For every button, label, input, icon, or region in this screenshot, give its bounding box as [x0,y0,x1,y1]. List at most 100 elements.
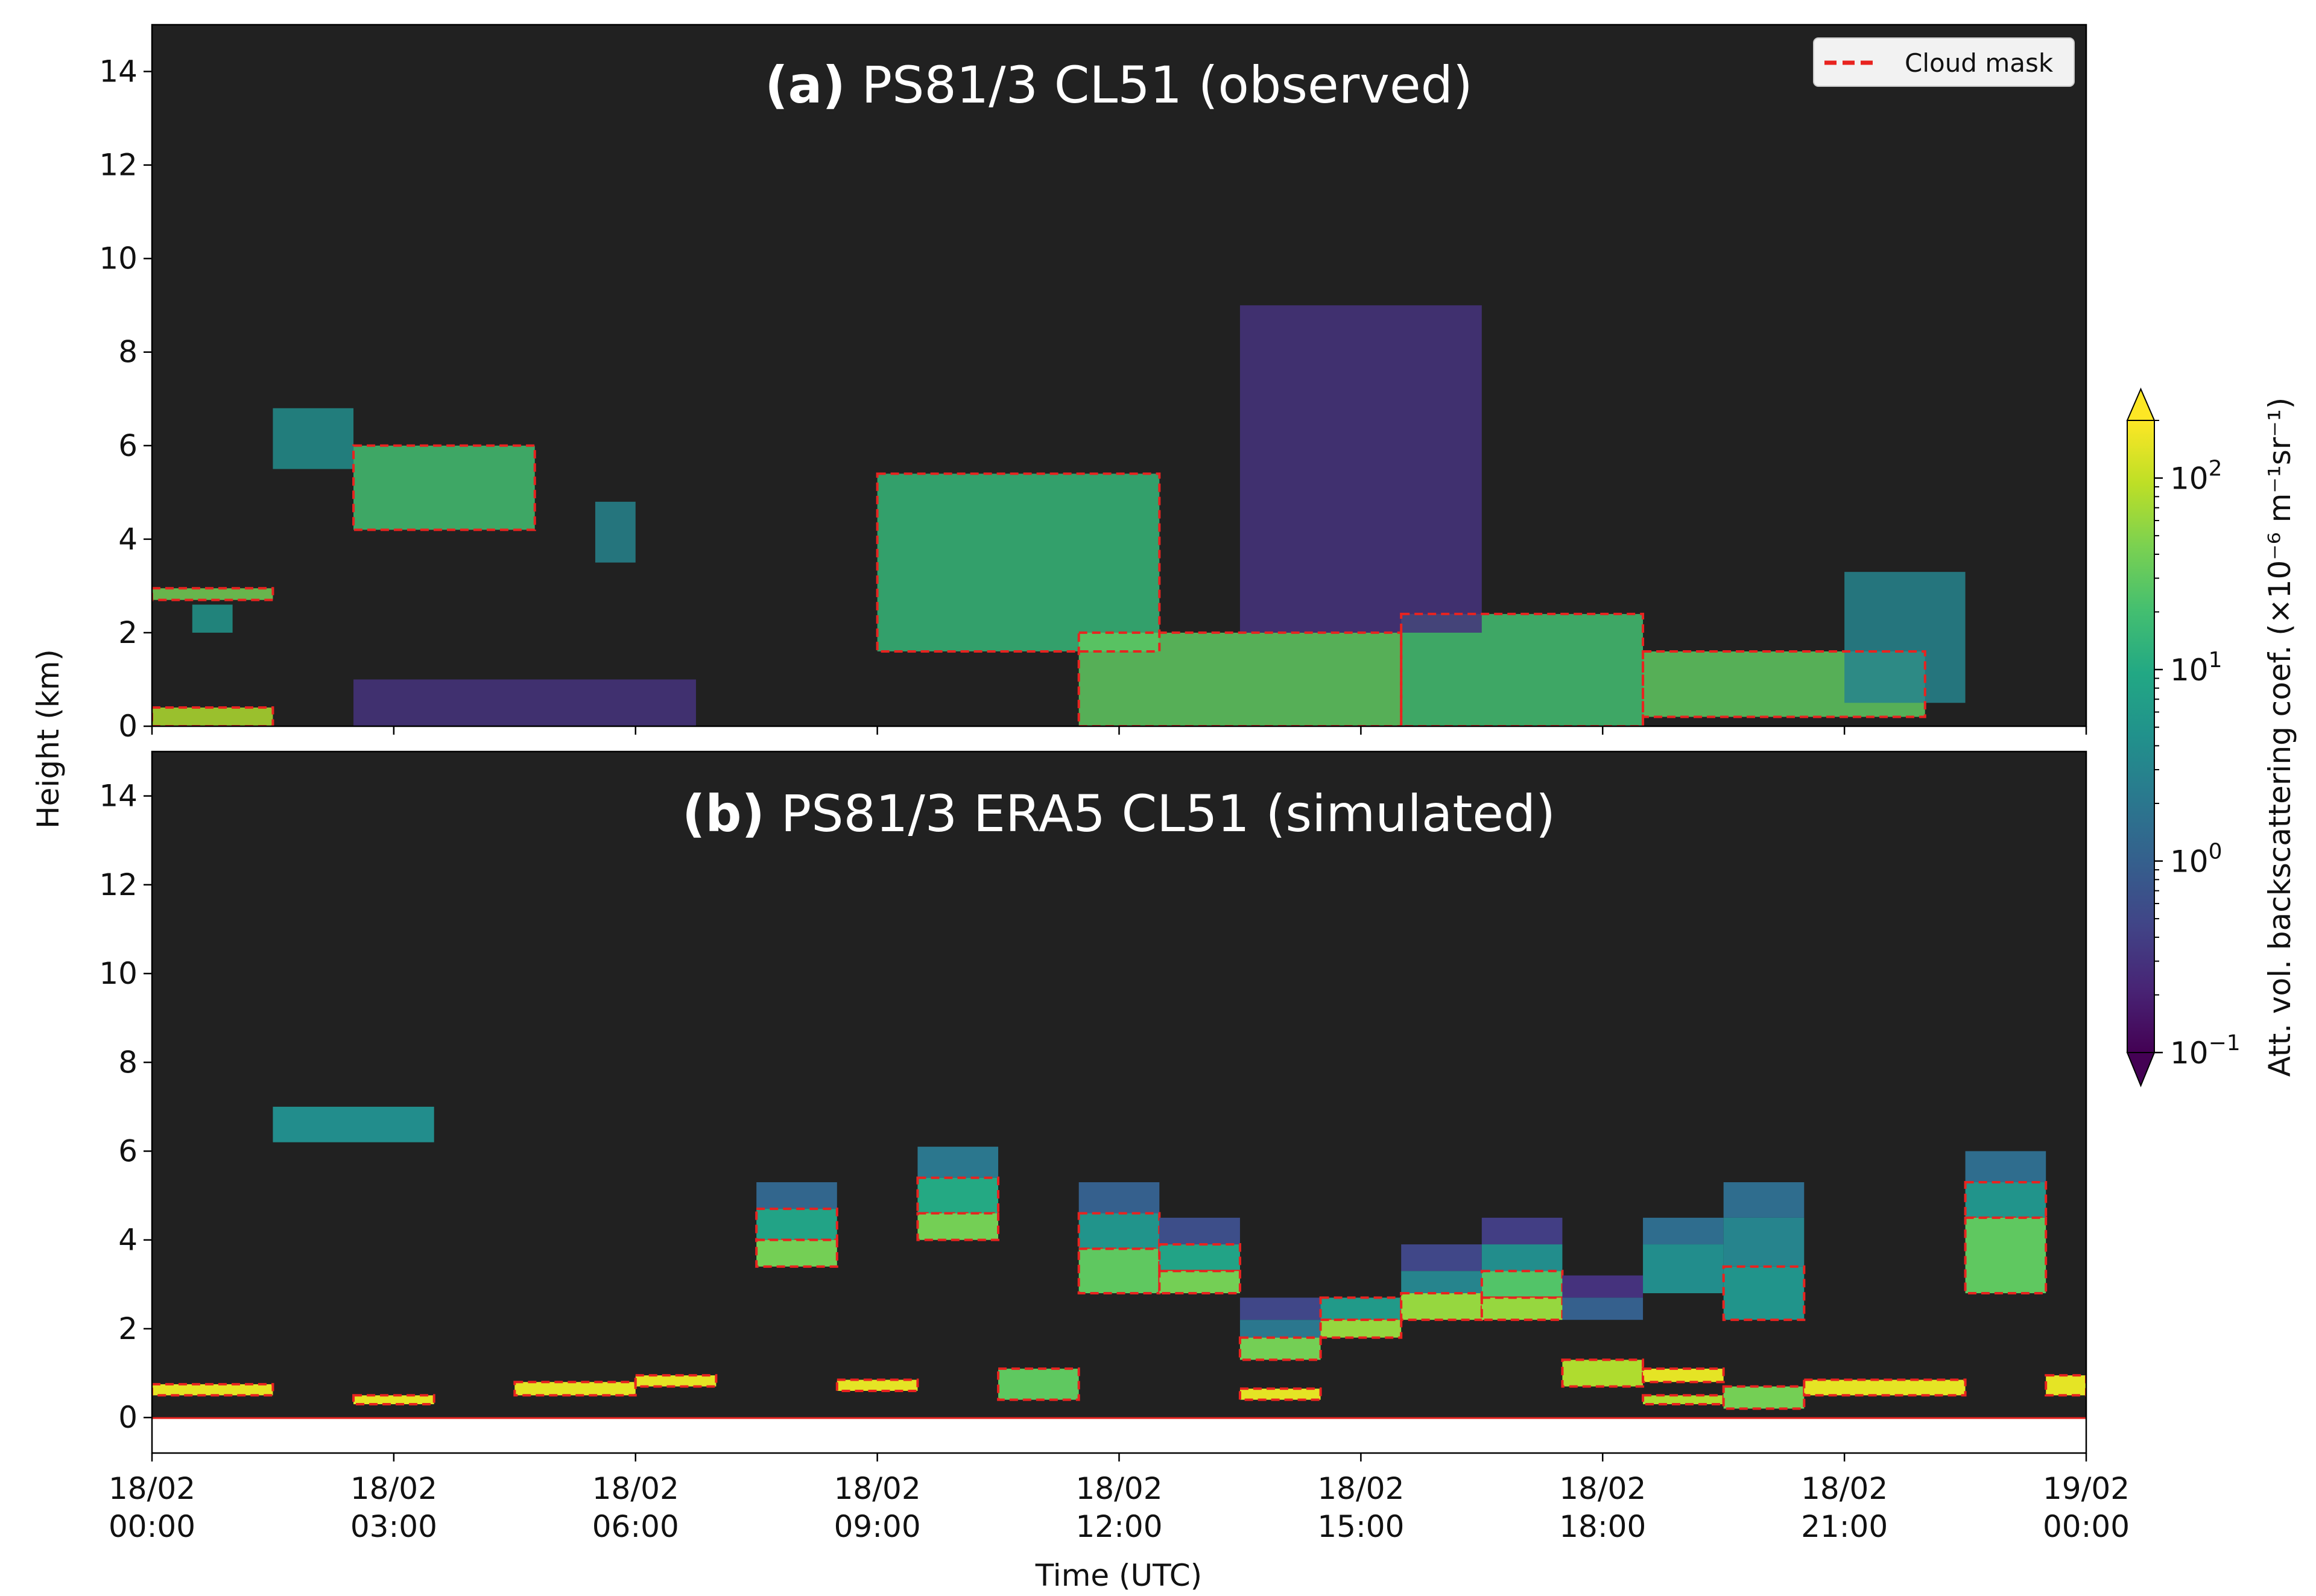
panel-a-title: (a) PS81/3 CL51 (observed) [765,55,1472,115]
y-tick-label: 12 [99,867,138,902]
simulated-cell [514,1382,636,1396]
simulated-cell [917,1213,999,1240]
cloud-mask-outline [1722,1265,1806,1322]
x-tick-date: 18/02 [1075,1471,1162,1506]
simulated-cell [353,1395,434,1405]
colorbar-tick-label: 100 [2170,840,2223,879]
x-tick-date: 18/02 [350,1471,437,1506]
observed-region [877,473,1160,651]
cloud-mask-outline [1642,1367,1725,1384]
y-tick-label: 2 [118,1311,138,1346]
observed-region [595,501,636,563]
simulated-cell [837,1379,918,1391]
simulated-cell [152,1384,273,1396]
y-tick-label: 6 [118,1133,138,1168]
simulated-cell [1965,1217,2046,1294]
cloud-mask-outline [1642,650,1926,718]
legend-box [1813,37,2075,87]
cloud-mask-outline [1964,1216,2048,1295]
panel-a: (a) PS81/3 CL51 (observed) Cloud mask 0 2… [99,24,2087,744]
colorbar-extend-min [2126,1052,2156,1088]
cloud-mask-outline [1964,1180,2048,1219]
simulated-cell [1723,1266,1805,1320]
observed-region [152,707,273,726]
simulated-cell [1965,1151,2046,1182]
simulated-cell [1401,1271,1482,1294]
simulated-cell [917,1147,999,1178]
cloud-mask-outline [1803,1378,1967,1397]
cloud-mask-outline [152,1382,274,1397]
colorbar-label: Att. vol. backscattering coef. (×10⁻⁶ m⁻… [2262,397,2297,1077]
y-tick-label: 10 [99,241,138,276]
x-tick-date: 18/02 [834,1471,921,1506]
simulated-cell [1239,1297,1321,1320]
panel-a-heatmap [152,305,1966,726]
simulated-cell [1643,1395,1724,1405]
simulated-cell [1643,1244,1724,1294]
panel-b: (b) PS81/3 ERA5 CL51 (simulated) 0 2 4 6 8 10… [99,750,2130,1544]
cloud-mask-outline [835,1378,919,1392]
simulated-cell [1159,1271,1240,1294]
simulated-cell [1481,1271,1563,1298]
panel-a-y-axis: 0 2 4 6 8 10 12 14 [99,54,152,744]
observed-region [273,408,354,469]
observed-region [1239,305,1482,633]
simulated-cell [1562,1360,1644,1387]
simulated-cell [1804,1379,1966,1396]
cloud-mask-outline [1077,1247,1161,1295]
simulated-cell [998,1369,1079,1400]
panel-a-x-axis [151,726,2087,735]
simulated-cell [756,1182,837,1209]
cloud-mask-outline [876,472,1161,653]
simulated-cell [635,1375,717,1387]
y-tick-label: 8 [118,1045,138,1080]
colorbar-tick-label: 10−1 [2170,1031,2241,1071]
cloud-mask-outline [1238,1336,1322,1361]
simulated-cell [1239,1337,1321,1360]
y-tick-label: 2 [118,615,138,650]
simulated-cell [1159,1217,1240,1245]
x-tick-date: 18/02 [109,1471,195,1506]
simulated-cell [1401,1293,1482,1320]
colorbar-extend-max [2126,387,2156,421]
y-tick-label: 0 [118,709,138,744]
y-tick-label: 12 [99,148,138,183]
cloud-mask-outline [1238,1387,1322,1401]
x-tick-time: 00:00 [109,1509,195,1544]
cloud-mask-outline [352,1394,435,1406]
x-tick-time: 09:00 [834,1509,921,1544]
simulated-cell [273,1106,434,1142]
y-tick-label: 10 [99,956,138,991]
x-tick-date: 18/02 [1801,1471,1888,1506]
panel-b-background [152,752,2086,1453]
cloud-mask-outline [513,1381,637,1397]
simulated-cell [1965,1182,2046,1218]
panel-b-title: (b) PS81/3 ERA5 CL51 (simulated) [682,784,1555,843]
x-tick-time: 03:00 [350,1509,437,1544]
colorbar-gradient [2127,420,2154,1053]
x-tick-date: 18/02 [1559,1471,1646,1506]
observed-region [353,679,696,726]
x-tick-time: 00:00 [2043,1509,2130,1544]
x-tick-date: 18/02 [1317,1471,1404,1506]
cloud-mask-outline [916,1176,1000,1215]
colorbar: 10−1 100 101 102 Att. vol. backscattering c… [2126,387,2297,1088]
panel-b-y-axis: 0 2 4 6 8 10 12 14 [99,779,152,1435]
panel-b-below-zero [152,1418,2086,1453]
x-axis-label: Time (UTC) [1035,1558,1202,1593]
cloud-mask-outline [634,1374,718,1388]
cloud-mask-outline [1319,1319,1403,1339]
simulated-cell [756,1209,837,1240]
panel-b-x-axis: 18/0200:0018/0203:0018/0206:0018/0209:00… [109,1453,2130,1544]
y-tick-label: 6 [118,428,138,463]
y-axis-label: Height (km) [31,649,66,829]
simulated-cell [2046,1375,2086,1396]
simulated-cell [917,1177,999,1214]
x-tick-time: 15:00 [1317,1509,1404,1544]
observed-region [192,604,233,633]
cloud-mask-outline [152,587,274,601]
observed-region [1844,572,1966,703]
simulated-cell [1078,1249,1160,1294]
simulated-cell [1723,1217,1805,1267]
